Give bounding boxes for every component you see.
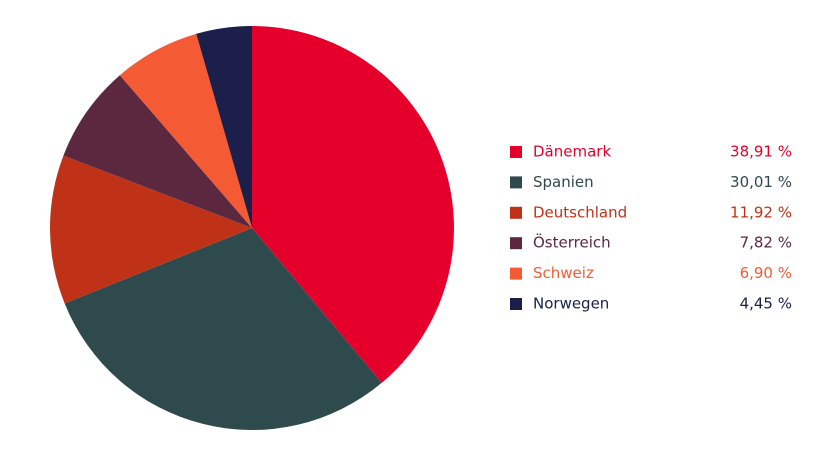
value-label: 6,90 % (740, 264, 792, 282)
legend-label: Österreich (533, 233, 611, 252)
pie-slice (49, 155, 252, 304)
pie-slice (119, 33, 253, 229)
pie-slice (252, 26, 454, 383)
value-label: 4,45 % (740, 295, 792, 313)
legend-swatch (510, 206, 522, 219)
pie-slice (64, 228, 382, 431)
legend-label: Schweiz (533, 264, 594, 282)
pie-slice (63, 75, 253, 228)
value-label: 11,92 % (730, 203, 792, 221)
legend-swatch (510, 267, 522, 280)
legend-label: Dänemark (533, 143, 611, 161)
legend-label: Spanien (533, 173, 594, 191)
legend-swatch (510, 237, 522, 250)
value-label: 7,82 % (740, 234, 792, 252)
value-label: 30,01 % (730, 173, 792, 191)
legend-swatch (510, 146, 522, 158)
legend-label: Deutschland (533, 203, 627, 221)
legend-swatch (510, 176, 522, 189)
legend-label: Norwegen (533, 295, 609, 313)
legend-swatch (510, 298, 522, 310)
pie-slice (196, 26, 252, 228)
value-label: 38,91 % (730, 143, 792, 161)
